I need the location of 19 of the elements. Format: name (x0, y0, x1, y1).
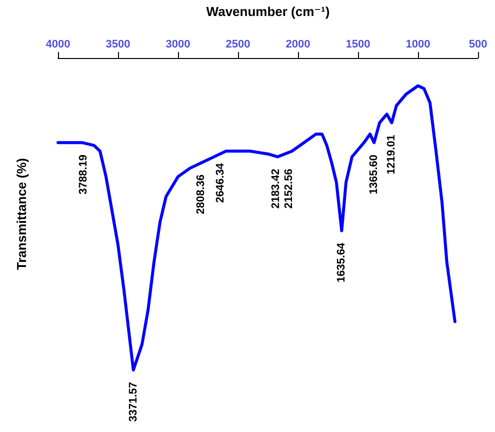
x-tick-label: 2500 (226, 38, 250, 50)
annotation: 3371.57 (127, 382, 140, 422)
x-tick-label: 2000 (286, 38, 310, 50)
annotation: 2646.34 (214, 162, 226, 203)
x-tick-label: 3500 (106, 38, 130, 50)
x-tick-label: 1500 (346, 38, 370, 50)
annotation: 3788.19 (77, 154, 90, 194)
x-tick-label: 500 (468, 38, 488, 50)
annotation: 2152.56 (282, 168, 295, 209)
y-axis-title: Transmittance (%) (14, 158, 29, 270)
annotation: 1219.01 (386, 134, 398, 174)
x-tick-label: 3000 (166, 38, 190, 50)
annotation: 2808.36 (194, 174, 207, 214)
annotation: 2183.42 (270, 168, 282, 209)
annotation: 1365.60 (368, 154, 380, 194)
x-tick-label: 1000 (406, 38, 430, 50)
x-tick-label: 4000 (46, 38, 70, 50)
x-axis-title: Wavenumber (cm⁻¹) (206, 4, 330, 19)
annotation: 1635.64 (336, 242, 348, 282)
